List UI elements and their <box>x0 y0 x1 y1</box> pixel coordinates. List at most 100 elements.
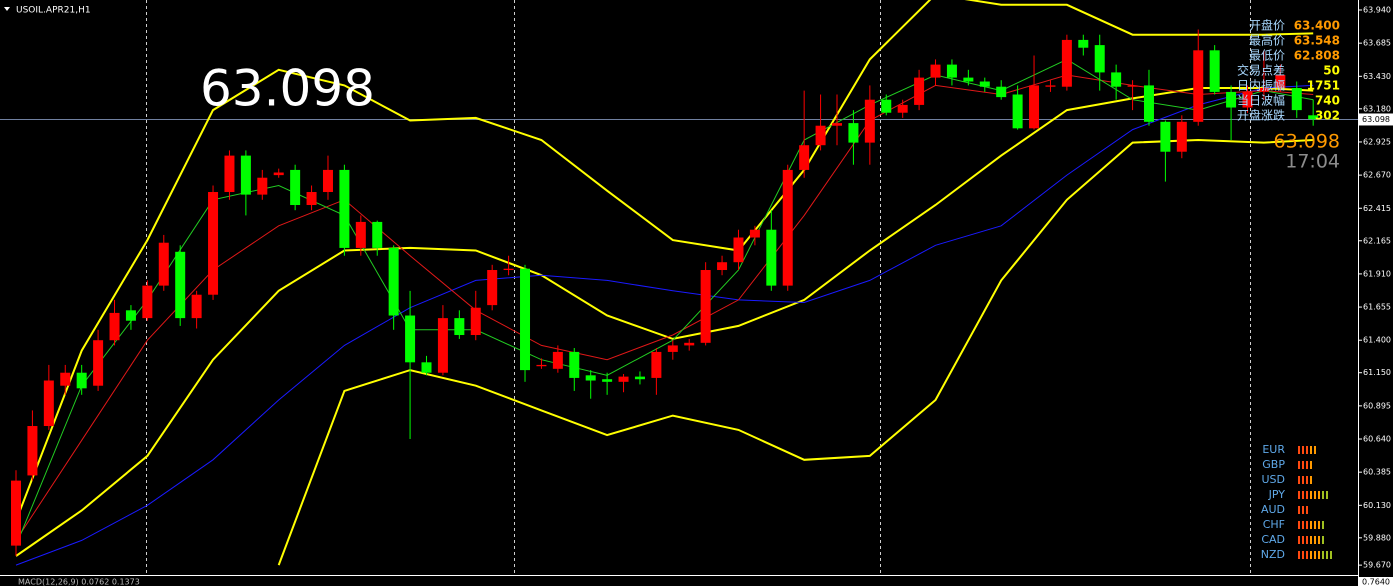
candle-body <box>487 270 498 306</box>
candle-body <box>175 251 186 319</box>
candle-body <box>322 169 333 193</box>
currency-label: CHF <box>1263 518 1285 531</box>
strength-segment <box>1310 476 1312 484</box>
strength-segment <box>1322 521 1324 529</box>
macd-label: MACD(12,26,9) 0.0762 0.1373 <box>18 578 140 586</box>
y-tick-label: 62.415 <box>1363 204 1391 213</box>
candle-body <box>766 229 777 286</box>
candle-body <box>437 318 448 373</box>
candle-body <box>651 351 662 378</box>
candle-body <box>1193 50 1204 122</box>
strength-segment <box>1314 551 1316 559</box>
strength-segment <box>1302 461 1304 469</box>
candle-body <box>339 169 350 248</box>
strength-bar <box>1298 461 1312 469</box>
y-tick-label: 62.670 <box>1363 171 1391 180</box>
currency-label: AUD <box>1261 503 1285 516</box>
candle-body <box>585 375 596 381</box>
candle-body <box>1078 39 1089 48</box>
candle-body <box>503 268 514 271</box>
strength-bar <box>1298 491 1328 499</box>
strength-bar <box>1298 506 1308 514</box>
info-value: 50 <box>1323 64 1340 78</box>
strength-segment <box>1310 461 1312 469</box>
strength-segment <box>1318 521 1320 529</box>
candle-body <box>1258 88 1269 92</box>
strength-segment <box>1322 536 1324 544</box>
strength-bar <box>1298 536 1324 544</box>
candle-body <box>634 376 645 380</box>
strength-segment <box>1298 551 1300 559</box>
candle-body <box>257 177 268 195</box>
candle-body <box>1242 91 1253 108</box>
strength-segment <box>1302 521 1304 529</box>
strength-segment <box>1306 551 1308 559</box>
strength-segment <box>1298 506 1300 514</box>
candle-body <box>1291 88 1302 111</box>
info-label: 最低价 <box>1249 49 1285 63</box>
candle-body <box>454 318 465 336</box>
indicator-line <box>15 58 1314 546</box>
candle-body <box>520 268 531 371</box>
strength-segment <box>1318 551 1320 559</box>
strength-segment <box>1306 491 1308 499</box>
candle-body <box>618 376 629 382</box>
y-tick-label: 60.640 <box>1363 435 1391 444</box>
strength-segment <box>1298 536 1300 544</box>
y-tick-label: 61.910 <box>1363 269 1391 278</box>
candle-body <box>93 340 104 386</box>
menu-arrow[interactable] <box>4 7 10 11</box>
strength-segment <box>1298 491 1300 499</box>
info-value: 1751 <box>1307 79 1340 93</box>
strength-segment <box>1302 551 1304 559</box>
candle-body <box>372 221 383 248</box>
strength-segment <box>1310 446 1312 454</box>
candle-body <box>27 426 38 476</box>
candle-body <box>552 351 563 369</box>
candle-body <box>1226 91 1237 108</box>
candle-body <box>43 380 54 427</box>
currency-label: GBP <box>1262 458 1285 471</box>
candle-body <box>569 351 580 378</box>
strength-segment <box>1306 521 1308 529</box>
candle-body <box>355 221 366 248</box>
candle-body <box>832 123 842 126</box>
info-label: 日内振幅 <box>1237 78 1285 93</box>
candle-body <box>733 237 744 263</box>
strength-segment <box>1302 536 1304 544</box>
candle-body <box>290 169 301 206</box>
candle-body <box>749 229 760 238</box>
strength-segment <box>1306 506 1308 514</box>
strength-bar <box>1298 446 1316 454</box>
candle-body <box>60 372 71 386</box>
strength-bar <box>1298 476 1312 484</box>
candle-body <box>782 169 793 286</box>
y-tick-label: 62.925 <box>1363 137 1391 146</box>
candle-body <box>1143 85 1154 122</box>
y-tick-label: 63.685 <box>1363 39 1391 48</box>
candle-body <box>1094 45 1105 73</box>
indicator-line <box>15 84 1314 566</box>
y-tick-label: 59.670 <box>1363 561 1391 570</box>
macd-axis-label: 0.7640 <box>1362 578 1390 586</box>
strength-segment <box>1314 521 1316 529</box>
candle-body <box>864 99 875 143</box>
symbol-title: USOIL.APR21,H1 <box>16 6 91 16</box>
candle-body <box>76 372 87 389</box>
strength-segment <box>1326 491 1328 499</box>
currency-label: NZD <box>1261 548 1285 561</box>
strength-segment <box>1306 476 1308 484</box>
y-tick-label: 60.130 <box>1363 501 1391 510</box>
strength-bar <box>1298 521 1324 529</box>
y-tick-label: 63.180 <box>1363 104 1391 113</box>
candle-body <box>700 270 711 343</box>
info-value: 302 <box>1315 109 1340 123</box>
info-value: 62.808 <box>1294 49 1340 63</box>
candle-body <box>125 310 136 321</box>
strength-segment <box>1314 446 1316 454</box>
candle-body <box>1127 85 1138 87</box>
candle-body <box>946 64 957 78</box>
candle-body <box>979 81 990 87</box>
candle-body <box>208 192 219 295</box>
